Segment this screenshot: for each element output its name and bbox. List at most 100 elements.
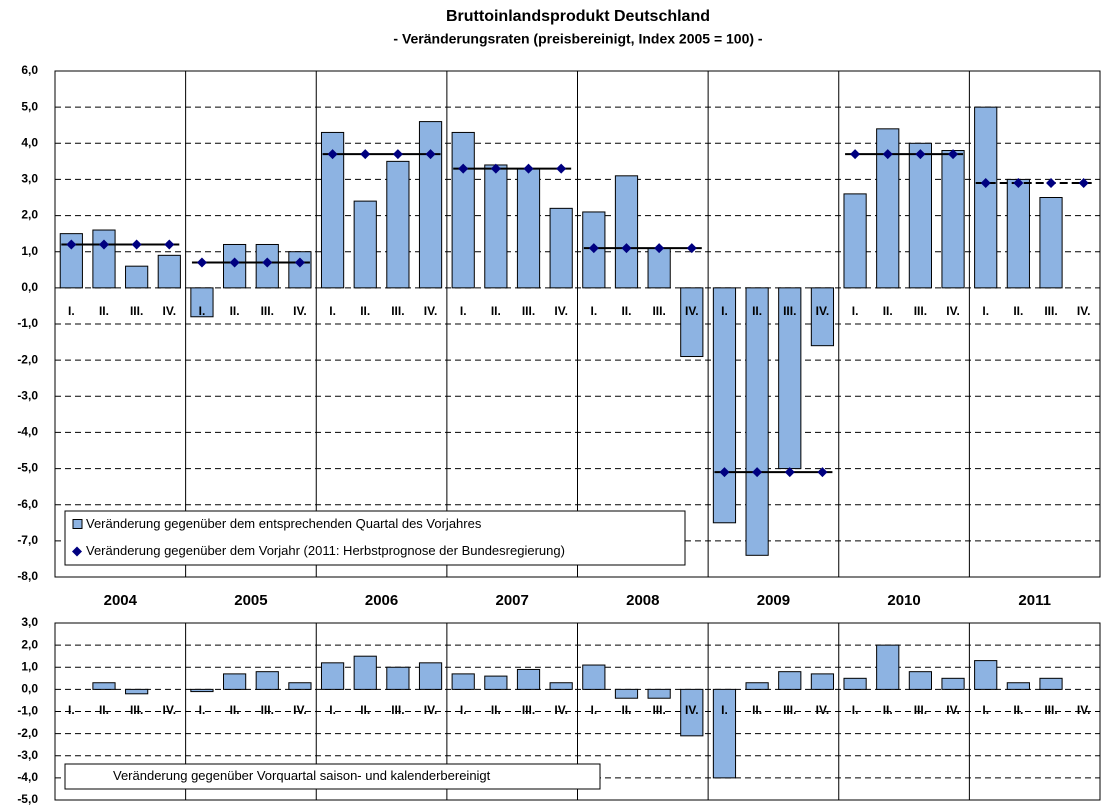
year-label: 2009 — [757, 592, 790, 609]
bar — [1006, 178, 1030, 289]
bar — [680, 688, 704, 737]
bar — [190, 287, 214, 318]
marker — [196, 257, 207, 268]
x-tick-label: III. — [391, 703, 404, 717]
x-tick-label: II. — [1013, 304, 1023, 318]
x-tick-label: I. — [329, 703, 336, 717]
bar — [647, 688, 671, 699]
x-tick-label: I. — [460, 304, 467, 318]
marker — [425, 149, 436, 160]
bar — [843, 193, 867, 289]
y-tick-label: -5,0 — [17, 461, 38, 475]
y-tick-label: 1,0 — [21, 659, 38, 673]
marker — [784, 467, 795, 478]
bar — [712, 287, 737, 524]
y-tick-label: -5,0 — [17, 792, 38, 806]
marker — [360, 149, 371, 160]
marker — [654, 243, 665, 254]
x-tick-label: III. — [652, 304, 665, 318]
marker — [131, 239, 142, 250]
x-tick-label: I. — [982, 703, 989, 717]
legend-box — [64, 510, 686, 566]
x-tick-label: III. — [522, 304, 535, 318]
marker — [1013, 178, 1024, 189]
x-tick-label: IV. — [424, 703, 438, 717]
bar — [386, 160, 410, 289]
bar — [1039, 677, 1063, 690]
y-tick-label: -1,0 — [17, 704, 38, 718]
marker — [980, 178, 991, 189]
x-tick-label: I. — [199, 304, 206, 318]
bar — [745, 287, 769, 556]
chart-title: Bruttoinlandsprodukt Deutschland — [446, 8, 710, 25]
x-tick-label: III. — [914, 703, 927, 717]
bar — [451, 673, 475, 690]
marker — [719, 467, 730, 478]
marker — [294, 257, 305, 268]
x-tick-label: IV. — [685, 304, 699, 318]
bar — [680, 287, 704, 358]
bar — [647, 247, 671, 289]
year-label: 2004 — [104, 592, 138, 609]
bar — [974, 106, 998, 289]
bar — [353, 200, 377, 289]
x-tick-label: III. — [783, 304, 796, 318]
y-tick-label: -4,0 — [17, 770, 38, 784]
y-tick-label: -2,0 — [17, 352, 38, 366]
bar — [125, 265, 149, 289]
y-tick-label: 4,0 — [21, 135, 38, 149]
x-tick-label: I. — [982, 304, 989, 318]
x-tick-label: III. — [783, 703, 796, 717]
y-tick-label: 5,0 — [21, 99, 38, 113]
marker — [66, 239, 77, 250]
marker — [817, 467, 828, 478]
x-tick-label: III. — [522, 703, 535, 717]
x-tick-label: I. — [721, 304, 728, 318]
bar — [614, 175, 639, 289]
x-tick-label: I. — [460, 703, 467, 717]
x-tick-label: I. — [329, 304, 336, 318]
x-tick-label: II. — [883, 703, 893, 717]
bar — [745, 682, 769, 690]
x-tick-label: II. — [752, 703, 762, 717]
legend-box — [64, 763, 601, 790]
x-tick-label: II. — [1013, 703, 1023, 717]
x-tick-label: III. — [1044, 703, 1057, 717]
x-tick-label: II. — [621, 703, 631, 717]
bar — [974, 660, 998, 690]
x-tick-label: III. — [130, 703, 143, 717]
x-tick-label: II. — [99, 703, 109, 717]
bar — [549, 682, 573, 690]
marker — [262, 257, 273, 268]
legend-label: Veränderung gegenüber dem entsprechenden… — [86, 516, 482, 531]
x-tick-label: II. — [230, 703, 240, 717]
bar — [843, 677, 867, 690]
marker — [588, 243, 599, 254]
y-tick-label: -4,0 — [17, 425, 38, 439]
bar — [288, 682, 312, 690]
bar — [157, 254, 181, 289]
x-tick-label: IV. — [293, 304, 307, 318]
legend-swatch — [72, 519, 83, 529]
x-tick-label: II. — [491, 703, 501, 717]
x-tick-label: I. — [590, 304, 597, 318]
x-tick-label: I. — [199, 703, 206, 717]
x-tick-label: I. — [590, 703, 597, 717]
x-tick-label: III. — [391, 304, 404, 318]
bar — [125, 688, 149, 695]
x-tick-label: I. — [68, 304, 75, 318]
legend-label: Veränderung gegenüber Vorquartal saison-… — [113, 768, 491, 783]
y-tick-label: -7,0 — [17, 533, 38, 547]
x-tick-label: IV. — [554, 703, 568, 717]
y-tick-label: 0,0 — [21, 682, 38, 696]
marker — [882, 149, 893, 160]
year-label: 2008 — [626, 592, 659, 609]
y-tick-label: 1,0 — [21, 244, 38, 258]
x-tick-label: IV. — [946, 304, 960, 318]
x-tick-label: II. — [230, 304, 240, 318]
marker — [1078, 178, 1089, 189]
x-tick-label: III. — [914, 304, 927, 318]
y-tick-label: 3,0 — [21, 172, 38, 186]
x-tick-label: IV. — [685, 703, 699, 717]
